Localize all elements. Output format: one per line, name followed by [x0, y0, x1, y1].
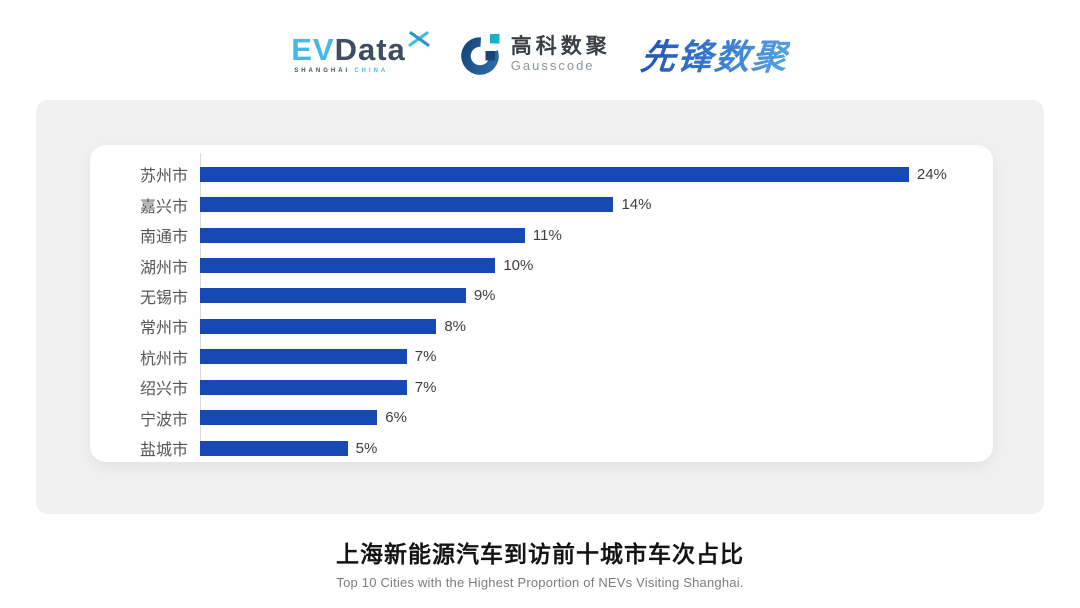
- category-label: 盐城市: [139, 442, 188, 460]
- chart-subtitle: Top 10 Cities with the Highest Proportio…: [336, 575, 744, 590]
- evdata-tagline-shanghai: SHANGHAI: [294, 68, 351, 74]
- bar-row: 南通市 11%: [90, 220, 993, 250]
- bar-track: 7%: [200, 342, 993, 372]
- chart-title: 上海新能源汽车到访前十城市车次占比: [336, 541, 744, 567]
- gausscode-en-text: Gausscode: [510, 57, 595, 73]
- bar-track: 7%: [200, 372, 993, 402]
- bar-track: 11%: [200, 220, 993, 250]
- bar-track: 24%: [200, 159, 993, 189]
- category-label: 绍兴市: [139, 381, 188, 399]
- value-label: 7%: [414, 378, 437, 396]
- value-label: 6%: [385, 409, 407, 427]
- bar: [200, 258, 496, 274]
- evdata-logo: EV Data SHANGHAI CHINA: [291, 31, 430, 74]
- bar: [200, 288, 466, 304]
- value-label: 7%: [414, 348, 437, 366]
- value-label: 5%: [355, 439, 378, 457]
- bar-track: 5%: [200, 433, 993, 463]
- evdata-tagline-china: CHINA: [354, 68, 389, 74]
- bar-track: 10%: [200, 250, 993, 280]
- gausscode-logo: 高科数聚 Gausscode: [460, 32, 611, 76]
- category-label: 苏州市: [139, 168, 188, 186]
- bar-chart: 苏州市 24% 嘉兴市 14% 南通市 11% 湖州市 10% 无锡市 9% 常州市 8% 杭州市 7% 绍…: [90, 153, 993, 463]
- category-label: 宁波市: [139, 411, 188, 429]
- bar-chart-card: 苏州市 24% 嘉兴市 14% 南通市 11% 湖州市 10% 无锡市 9% 常州市 8% 杭州市 7% 绍…: [90, 145, 993, 462]
- bar-row: 苏州市 24%: [90, 159, 993, 189]
- pioneer-shuju-logo: 先锋数聚: [638, 29, 791, 80]
- bar-row: 嘉兴市 14%: [90, 189, 993, 219]
- value-label: 10%: [503, 257, 534, 275]
- chart-caption: 上海新能源汽车到访前十城市车次占比 Top 10 Cities with the…: [0, 535, 1080, 590]
- gausscode-g-icon: [461, 34, 500, 75]
- logo-header: EV Data SHANGHAI CHINA 高科数聚 Gausscode: [0, 0, 1080, 82]
- bar-row: 常州市 8%: [90, 311, 993, 341]
- value-label: 14%: [621, 196, 652, 214]
- evdata-x-star-icon: [408, 31, 430, 47]
- bar: [200, 440, 348, 456]
- bar: [200, 410, 378, 426]
- evdata-logo-data-text: Data: [334, 32, 406, 67]
- evdata-logo-ev-text: EV: [291, 32, 335, 67]
- value-label: 8%: [444, 317, 466, 335]
- bar-row: 杭州市 7%: [90, 342, 993, 372]
- bar-row: 宁波市 6%: [90, 403, 993, 433]
- category-label: 南通市: [139, 229, 188, 247]
- gausscode-cn-text: 高科数聚: [510, 34, 611, 58]
- category-label: 嘉兴市: [139, 198, 188, 216]
- value-label: 9%: [473, 287, 496, 305]
- bar: [200, 349, 407, 365]
- value-label: 24%: [916, 165, 947, 183]
- bar-track: 9%: [200, 281, 993, 311]
- category-label: 无锡市: [139, 289, 188, 307]
- value-label: 11%: [532, 226, 562, 244]
- evdata-tagline: SHANGHAI CHINA: [291, 68, 430, 74]
- bar-row: 盐城市 5%: [90, 433, 993, 463]
- poster-panel: 苏州市 24% 嘉兴市 14% 南通市 11% 湖州市 10% 无锡市 9% 常州市 8% 杭州市 7% 绍…: [36, 100, 1044, 514]
- bar-row: 湖州市 10%: [90, 250, 993, 280]
- bar-track: 8%: [200, 311, 993, 341]
- bar: [200, 379, 407, 395]
- bar-rows: 苏州市 24% 嘉兴市 14% 南通市 11% 湖州市 10% 无锡市 9% 常州市 8% 杭州市 7% 绍…: [90, 159, 993, 463]
- category-label: 湖州市: [139, 259, 188, 277]
- bar: [200, 227, 525, 243]
- category-label: 常州市: [139, 320, 188, 338]
- bar-row: 绍兴市 7%: [90, 372, 993, 402]
- bar-track: 14%: [200, 189, 993, 219]
- bar-row: 无锡市 9%: [90, 281, 993, 311]
- bar: [200, 197, 614, 213]
- bar-track: 6%: [200, 403, 993, 433]
- bar: [200, 166, 909, 182]
- category-label: 杭州市: [139, 350, 188, 368]
- bar: [200, 318, 437, 334]
